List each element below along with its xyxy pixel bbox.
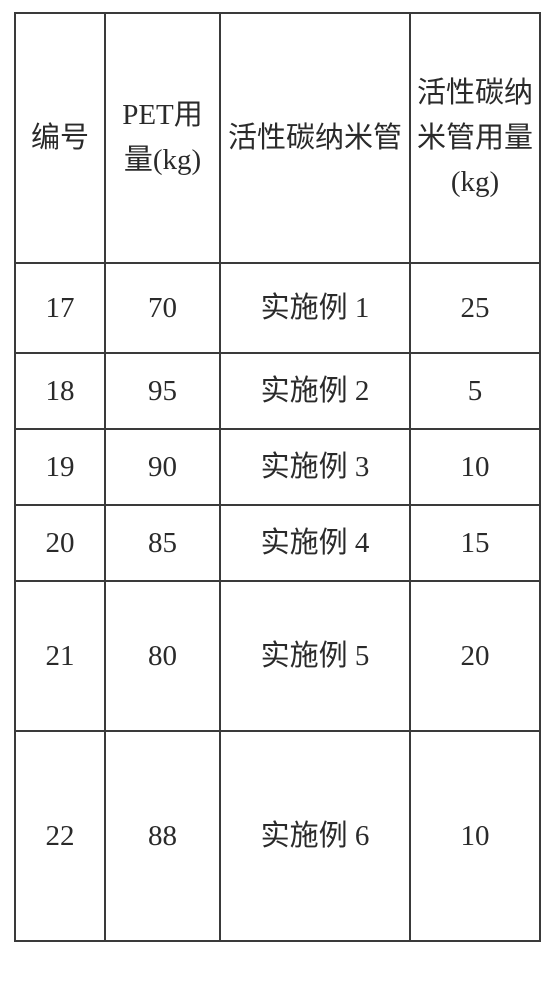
table-cell: 85 [105, 505, 220, 581]
table-header-cell: 活性碳纳米管 [220, 13, 410, 263]
table-cell: 21 [15, 581, 105, 731]
table-row: 2288实施例 610 [15, 731, 540, 941]
table-row: 2085实施例 415 [15, 505, 540, 581]
table-cell: 10 [410, 429, 540, 505]
table-cell: 5 [410, 353, 540, 429]
table-cell: 10 [410, 731, 540, 941]
table-header-row: 编号PET用量(kg)活性碳纳米管活性碳纳米管用量(kg) [15, 13, 540, 263]
table-cell: 70 [105, 263, 220, 353]
table-cell: 实施例 1 [220, 263, 410, 353]
table-row: 1770实施例 125 [15, 263, 540, 353]
table-cell: 25 [410, 263, 540, 353]
table-cell: 18 [15, 353, 105, 429]
table-header-cell: 编号 [15, 13, 105, 263]
table-row: 1895实施例 25 [15, 353, 540, 429]
table-body: 编号PET用量(kg)活性碳纳米管活性碳纳米管用量(kg)1770实施例 125… [15, 13, 540, 941]
table-cell: 90 [105, 429, 220, 505]
table-cell: 实施例 2 [220, 353, 410, 429]
table-cell: 实施例 4 [220, 505, 410, 581]
table-cell: 实施例 3 [220, 429, 410, 505]
table-header-cell: 活性碳纳米管用量(kg) [410, 13, 540, 263]
table-cell: 20 [410, 581, 540, 731]
table-cell: 实施例 6 [220, 731, 410, 941]
table-cell: 17 [15, 263, 105, 353]
table-cell: 20 [15, 505, 105, 581]
table-cell: 15 [410, 505, 540, 581]
table-cell: 88 [105, 731, 220, 941]
page: 编号PET用量(kg)活性碳纳米管活性碳纳米管用量(kg)1770实施例 125… [0, 0, 555, 1000]
table-cell: 实施例 5 [220, 581, 410, 731]
table-cell: 19 [15, 429, 105, 505]
table-header-cell: PET用量(kg) [105, 13, 220, 263]
table-cell: 95 [105, 353, 220, 429]
data-table: 编号PET用量(kg)活性碳纳米管活性碳纳米管用量(kg)1770实施例 125… [14, 12, 541, 942]
table-row: 2180实施例 520 [15, 581, 540, 731]
table-row: 1990实施例 310 [15, 429, 540, 505]
table-cell: 80 [105, 581, 220, 731]
table-cell: 22 [15, 731, 105, 941]
